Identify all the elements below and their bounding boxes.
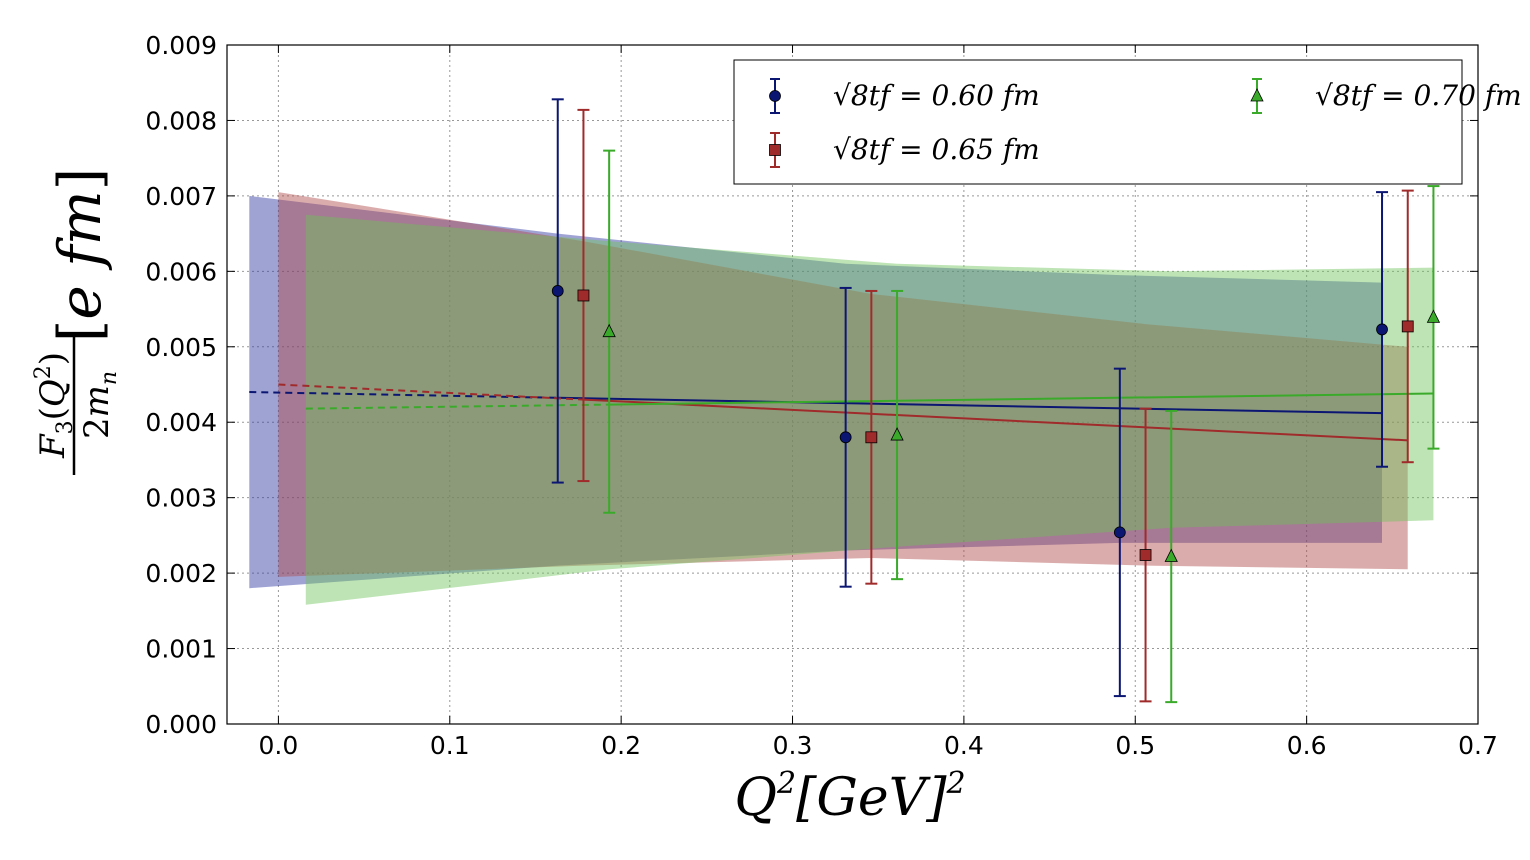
legend-marker (769, 144, 781, 156)
data-point (602, 323, 616, 338)
data-point (839, 431, 852, 444)
svg-text:[e fm]: [e fm] (46, 168, 114, 343)
x-tick-label: 0.6 (1287, 731, 1327, 760)
y-tick-label: 0.006 (145, 257, 217, 286)
legend-label-2: √8tf = 0.70 fm (1315, 79, 1522, 112)
x-tick-label: 0.1 (430, 731, 470, 760)
legend-label-1: √8tf = 0.65 fm (833, 133, 1040, 166)
data-points (551, 98, 1441, 704)
fit-line-1 (583, 398, 1408, 442)
y-tick-label: 0.004 (145, 408, 217, 437)
x-axis-label: Q2[GeV]2 (734, 766, 965, 828)
fit-lines (249, 383, 1434, 442)
y-tick-label: 0.001 (145, 635, 217, 664)
data-point (1426, 309, 1441, 323)
fit-line-extrapolated-1 (278, 383, 584, 401)
fit-band-2 (305, 214, 1434, 605)
x-tick-label: 0.3 (773, 731, 813, 760)
fit-line-0 (557, 396, 1383, 415)
fit-line-2 (609, 392, 1434, 406)
x-tick-label: 0.7 (1458, 731, 1498, 760)
x-tick-label: 0.0 (259, 731, 299, 760)
svg-text:F3(Q2): F3(Q2) (31, 352, 78, 459)
x-tick-label: 0.4 (944, 731, 984, 760)
data-point (1164, 548, 1178, 562)
y-axis-label: F3(Q2) 2mn [e fm] (31, 168, 122, 475)
legend: √8tf = 0.60 fm √8tf = 0.65 fm √8tf = 0.70 … (733, 59, 1522, 185)
data-point (890, 427, 904, 441)
y-tick-label: 0.007 (145, 182, 217, 211)
data-point (1139, 549, 1152, 561)
legend-label-0: √8tf = 0.60 fm (833, 79, 1040, 112)
y-tick-label: 0.002 (145, 559, 217, 588)
svg-text:2mn: 2mn (77, 371, 122, 439)
y-tick-label: 0.003 (145, 484, 217, 513)
fit-bands (249, 192, 1434, 605)
x-tick-label: 0.2 (601, 731, 641, 760)
legend-marker (769, 90, 781, 102)
data-point (551, 285, 564, 297)
axis-ticks: 0.0 0.1 0.2 0.3 0.4 0.5 0.6 0.7 0.000 0.001 0.002 0… (145, 31, 1497, 760)
fit-band-0 (249, 195, 1382, 589)
data-point (577, 289, 590, 302)
y-tick-label: 0.009 (145, 31, 217, 60)
data-point (1376, 323, 1388, 336)
fit-line-extrapolated-0 (249, 391, 558, 399)
legend-marker (1250, 88, 1264, 102)
x-tick-label: 0.5 (1115, 731, 1155, 760)
data-point (1113, 526, 1126, 539)
data-point (1401, 320, 1414, 333)
plot-frame (226, 44, 1479, 725)
y-tick-label: 0.005 (145, 333, 217, 362)
data-point (865, 431, 878, 444)
y-tick-label: 0.008 (145, 106, 217, 135)
y-tick-label: 0.000 (145, 710, 217, 739)
